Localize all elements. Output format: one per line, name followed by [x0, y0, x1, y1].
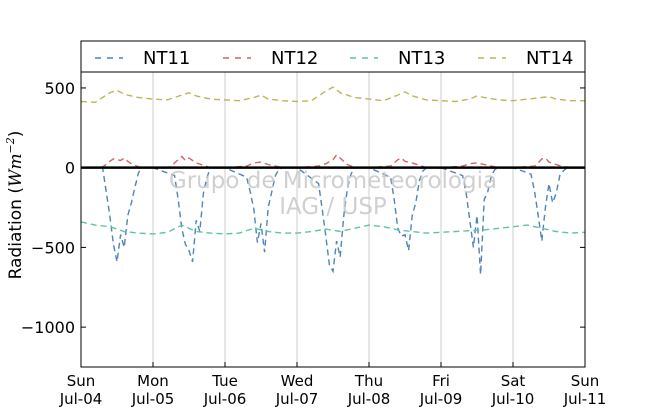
legend-label-nt13: NT13	[398, 48, 445, 69]
legend-label-nt14: NT14	[526, 48, 573, 69]
x-tick-label-date: Jul-11	[563, 390, 607, 408]
series-layer	[80, 86, 586, 275]
x-tick-label-day: Tue	[211, 372, 238, 390]
x-tick-label-day: Sun	[67, 372, 96, 390]
x-tick-label-date: Jul-09	[419, 390, 463, 408]
axis-layer: 5000−500−1000SunJul-04MonJul-05TueJul-06…	[21, 79, 606, 408]
grid-layer	[152, 72, 514, 367]
y-tick-label: −500	[31, 238, 75, 257]
y-tick-label: 0	[65, 159, 75, 178]
y-axis-label-close: )	[6, 131, 26, 138]
x-tick-label-date: Jul-05	[131, 390, 175, 408]
x-tick-label-day: Thu	[354, 372, 383, 390]
y-axis-label-main: Radiation (	[6, 187, 26, 279]
x-tick-label-date: Jul-04	[59, 390, 103, 408]
series-line-nt12	[80, 153, 586, 169]
legend: NT11 NT12 NT13 NT14	[80, 40, 586, 73]
watermark: Grupo de Micrometeorologia IAG / USP	[169, 168, 497, 220]
legend-items: NT11 NT12 NT13 NT14	[95, 48, 573, 69]
x-tick-label-date: Jul-07	[275, 390, 319, 408]
watermark-line-2: IAG / USP	[279, 194, 387, 220]
y-tick-label: −1000	[21, 318, 75, 337]
legend-label-nt11: NT11	[143, 48, 190, 69]
series-line-nt13	[80, 221, 586, 235]
x-tick-label-day: Mon	[137, 372, 169, 390]
watermark-line-1: Grupo de Micrometeorologia	[169, 168, 497, 194]
legend-frame	[80, 40, 586, 73]
y-axis-label-unit: Wm	[6, 153, 26, 187]
x-tick-label-date: Jul-08	[347, 390, 391, 408]
y-axis-label-exponent: −2	[4, 137, 17, 153]
x-tick-label-day: Sun	[571, 372, 600, 390]
x-tick-label-day: Wed	[281, 372, 314, 390]
x-tick-label-date: Jul-06	[203, 390, 247, 408]
legend-label-nt12: NT12	[271, 48, 318, 69]
series-line-nt14	[80, 86, 585, 104]
x-tick-label-date: Jul-10	[491, 390, 535, 408]
y-axis-label: Radiation (Wm−2)	[4, 131, 26, 280]
x-tick-label-day: Sat	[501, 372, 526, 390]
y-tick-label: 500	[44, 79, 75, 98]
series-line-nt11	[81, 166, 585, 275]
x-tick-label-day: Fri	[432, 372, 450, 390]
